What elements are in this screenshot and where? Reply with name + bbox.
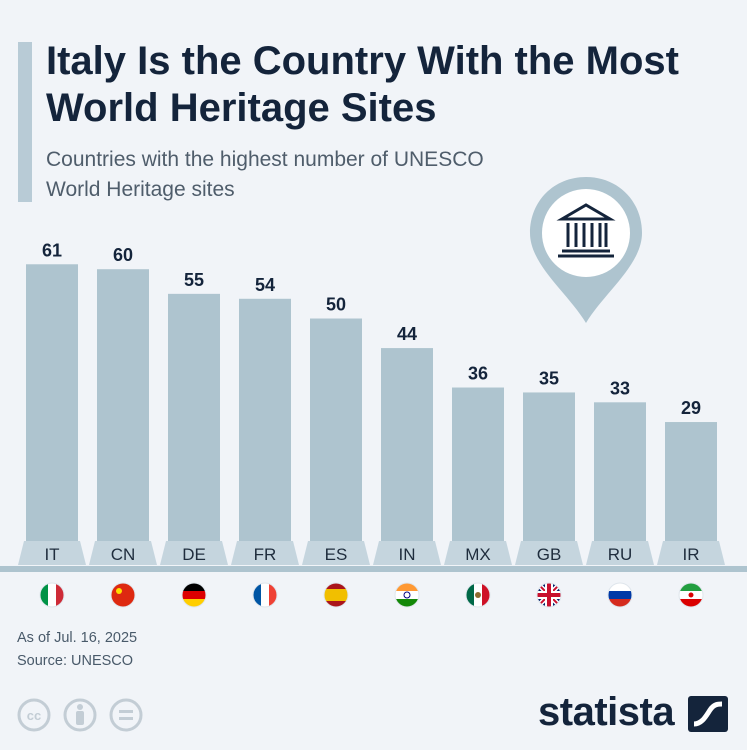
attribution-icon bbox=[63, 698, 97, 732]
flag-spain-icon bbox=[324, 583, 348, 607]
flag-india-icon bbox=[395, 583, 419, 607]
statista-logo-icon bbox=[688, 696, 728, 732]
value-label: 36 bbox=[468, 364, 488, 384]
category-label: DE bbox=[182, 545, 206, 564]
category-label: FR bbox=[254, 545, 277, 564]
category-label: ES bbox=[325, 545, 348, 564]
category-label: CN bbox=[111, 545, 136, 564]
date-note: As of Jul. 16, 2025 bbox=[17, 630, 138, 646]
chart-title: Italy Is the Country With the Most World… bbox=[46, 39, 679, 130]
chart-subtitle: Countries with the highest number of UNE… bbox=[46, 148, 484, 201]
category-tab bbox=[18, 541, 86, 565]
value-label: 44 bbox=[397, 324, 417, 344]
flag-ring bbox=[678, 582, 704, 608]
chart-baseline bbox=[0, 566, 747, 572]
value-label: 61 bbox=[42, 240, 62, 260]
category-label: GB bbox=[537, 545, 562, 564]
svg-text:cc: cc bbox=[27, 708, 41, 723]
category-tab bbox=[373, 541, 441, 565]
bar-ru bbox=[594, 402, 646, 565]
bar-in bbox=[381, 348, 433, 565]
title-accent-bar bbox=[18, 42, 32, 202]
flag-russia-icon bbox=[608, 583, 632, 607]
flag-germany-icon bbox=[182, 583, 206, 607]
flag-ring bbox=[465, 582, 491, 608]
value-label: 29 bbox=[681, 398, 701, 418]
flag-ring bbox=[323, 582, 349, 608]
value-label: 55 bbox=[184, 270, 204, 290]
flag-ring bbox=[181, 582, 207, 608]
flag-france-icon bbox=[253, 583, 277, 607]
flag-ring bbox=[252, 582, 278, 608]
category-tab bbox=[302, 541, 370, 565]
license-icons: cc bbox=[17, 698, 143, 732]
statista-brand: statista bbox=[538, 690, 675, 734]
bar-it bbox=[26, 264, 78, 565]
cc-icon bbox=[17, 698, 51, 732]
landmark-pin-icon bbox=[530, 177, 642, 323]
value-label: 35 bbox=[539, 368, 559, 388]
category-tab bbox=[231, 541, 299, 565]
value-label: 33 bbox=[610, 378, 630, 398]
category-label: IR bbox=[683, 545, 700, 564]
flag-iran-icon bbox=[679, 583, 703, 607]
flag-china-icon bbox=[111, 583, 135, 607]
category-label: RU bbox=[608, 545, 633, 564]
flag-ring bbox=[536, 582, 562, 608]
flag-mexico-icon bbox=[466, 583, 490, 607]
value-label: 50 bbox=[326, 295, 346, 315]
category-tab bbox=[515, 541, 583, 565]
bar-gb bbox=[523, 392, 575, 565]
bar-mx bbox=[452, 387, 504, 565]
category-tab bbox=[89, 541, 157, 565]
flag-italy-icon bbox=[40, 583, 64, 607]
value-label: 54 bbox=[255, 275, 275, 295]
bar-es bbox=[310, 318, 362, 565]
category-label: MX bbox=[465, 545, 491, 564]
category-tab bbox=[586, 541, 654, 565]
category-label: IN bbox=[399, 545, 416, 564]
flag-ring bbox=[394, 582, 420, 608]
category-label: IT bbox=[44, 545, 59, 564]
value-label: 60 bbox=[113, 245, 133, 265]
bar-de bbox=[168, 293, 220, 565]
category-tab bbox=[657, 541, 725, 565]
flag-ring bbox=[110, 582, 136, 608]
bar-cn bbox=[97, 269, 149, 565]
flag-ring bbox=[39, 582, 65, 608]
bar-fr bbox=[239, 298, 291, 565]
category-tab bbox=[444, 541, 512, 565]
source-note: Source: UNESCO bbox=[17, 653, 134, 669]
flag-united-kingdom-icon bbox=[537, 583, 561, 607]
bar-chart: 61 IT 60 CN 55 DE 54 FR 50 ES 44 IN 36 MX 35 GB 33 RU 29 IR bbox=[0, 240, 747, 608]
no-derivatives-icon bbox=[109, 698, 143, 732]
flag-ring bbox=[607, 582, 633, 608]
footer-meta: As of Jul. 16, 2025 Source: UNESCO bbox=[17, 627, 137, 673]
category-tab bbox=[160, 541, 228, 565]
